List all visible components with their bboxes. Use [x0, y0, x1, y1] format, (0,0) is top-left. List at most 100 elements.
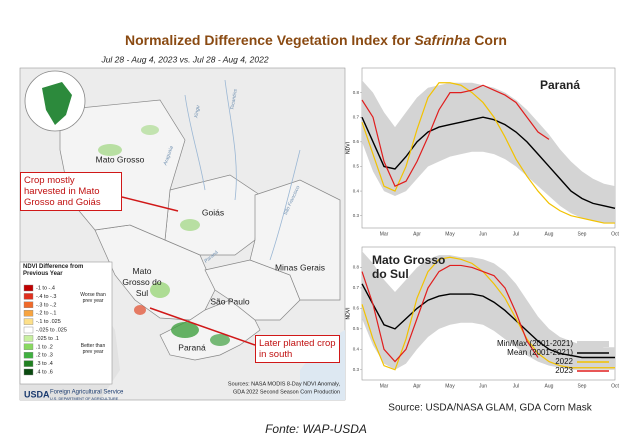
title-text: Normalized Difference Vegetation Index f…: [125, 32, 414, 48]
legend-swatch: [23, 368, 34, 376]
state-pr: [159, 299, 261, 361]
legend-swatch: [23, 360, 34, 367]
series-line: [361, 256, 615, 371]
x-tick-label: Oct: [611, 231, 619, 237]
chart-source: Source: USDA/NASA GLAM, GDA Corn Mask: [388, 403, 592, 414]
state-label: Goiás: [202, 207, 224, 217]
x-tick-label: Sep: [578, 231, 587, 237]
y-tick-label: 0.8: [353, 265, 360, 270]
legend-label: 2023: [555, 366, 573, 375]
y-tick-label: 0.7: [353, 285, 360, 290]
map-legend: -1 to -.4 -.4 to -.3 -.3 to -.2 -.2 to -.1 -…: [23, 284, 67, 376]
map-source: GDA 2022 Second Season Corn Production: [233, 389, 340, 395]
legend-label: -.025 to .025: [36, 327, 67, 333]
caption: Fonte: WAP-USDA: [265, 422, 367, 436]
legend-label: .025 to .1: [36, 336, 59, 342]
legend-label: .3 to .4: [36, 361, 53, 367]
x-tick-label: Jun: [479, 231, 487, 237]
series-line: [361, 116, 616, 209]
rivers: [184, 79, 301, 261]
state-label: Mato Grosso: [96, 154, 145, 164]
x-tick-label: Aug: [545, 231, 554, 237]
min-max-band: [362, 80, 615, 224]
legend-swatch: [23, 318, 34, 325]
legend-swatch: [23, 335, 34, 342]
y-tick-label: 0.4: [353, 188, 360, 193]
x-tick-label: Jul: [513, 383, 519, 389]
legend-label: .4 to .6: [36, 369, 53, 375]
y-tick-label: 0.6: [353, 139, 360, 144]
legend-label: -.1 to .025: [36, 319, 61, 325]
legend-label: 2022: [555, 357, 573, 366]
state-mg: [249, 179, 341, 301]
callout-arrow: [121, 196, 179, 212]
legend-label: .1 to .2: [36, 344, 53, 350]
y-tick-label: 0.5: [353, 164, 360, 169]
state-label: Mato Grosso do Sul: [122, 266, 162, 298]
logo-text: USDA: [24, 389, 50, 399]
series-line: [361, 264, 539, 363]
y-tick-label: 0.8: [353, 90, 360, 95]
legend-label: Mean (2001-2021): [507, 348, 573, 357]
crop-patches: [98, 125, 230, 346]
map-legend-box: [19, 261, 113, 385]
callout: Crop mostly harvested in Mato Grosso and…: [20, 172, 122, 211]
legend-swatch: [23, 352, 34, 359]
series-line: [361, 283, 615, 359]
legend-label: -.3 to -.2: [36, 302, 56, 308]
map: Mato Grosso Goiás Minas Gerais São Paulo…: [19, 67, 346, 401]
legend-label: Min/Max (2001-2021): [497, 339, 573, 348]
logo-text: U.S. DEPARTMENT OF AGRICULTURE: [50, 397, 119, 401]
legend-swatch: [23, 310, 34, 317]
logo-text: Foreign Agricultural Service: [50, 390, 124, 396]
legend-label: -.4 to -.3: [36, 294, 56, 300]
legend-label: -1 to -.4: [36, 285, 55, 291]
title-em: Safrinha: [414, 32, 470, 48]
chart-title: Paraná: [540, 78, 581, 92]
y-tick-label: 0.7: [353, 114, 360, 119]
series-line: [361, 82, 615, 224]
map-legend-title: NDVI Difference from Previous Year: [23, 264, 84, 277]
legend-label: -.2 to -.1: [36, 311, 56, 317]
x-tick-label: Sep: [578, 383, 587, 389]
y-tick-label: 0.4: [353, 346, 360, 351]
legend-swatch: [23, 284, 34, 292]
x-tick-label: May: [445, 231, 455, 237]
legend-swatch: [577, 341, 609, 347]
x-tick-label: Jun: [479, 383, 487, 389]
x-tick-label: Apr: [413, 383, 421, 389]
river-label: Tocantins: [229, 88, 239, 110]
x-tick-label: May: [445, 383, 455, 389]
map-legend-note: Worse than prev year: [80, 292, 106, 304]
x-tick-label: Aug: [545, 383, 554, 389]
map-subtitle: Jul 28 - Aug 4, 2023 vs. Jul 28 - Aug 4,…: [100, 54, 268, 64]
min-max-band: [362, 251, 615, 370]
state-label: São Paulo: [210, 296, 249, 306]
x-tick-label: Jul: [513, 231, 519, 237]
callout-arrow: [149, 307, 256, 346]
chart-title: Mato Grosso do Sul: [372, 253, 446, 281]
y-tick-label: 0.3: [353, 367, 360, 372]
x-tick-label: Oct: [611, 383, 619, 389]
callout: Later planted crop in south: [255, 335, 340, 363]
x-tick-label: Apr: [413, 231, 421, 237]
state-label: Paraná: [178, 342, 206, 352]
inset-brazil: [42, 82, 72, 125]
river-label: Xingu: [193, 105, 201, 120]
legend-swatch: [23, 343, 34, 350]
charts: NDVI 0.3 0.4 0.5 0.6 0.7 0.8 Mar Apr May Jun Jul Aug…: [345, 67, 619, 389]
x-tick-label: Mar: [380, 383, 389, 389]
state-label: Minas Gerais: [275, 262, 325, 272]
y-axis-label: NDVI: [345, 308, 351, 320]
title-end: Corn: [470, 32, 507, 48]
map-legend-note: Better than prev year: [80, 343, 106, 355]
legend-swatch: [23, 293, 34, 300]
y-axis-label: NDVI: [345, 142, 351, 154]
y-tick-label: 0.3: [353, 213, 360, 218]
legend-label: .2 to .3: [36, 353, 53, 359]
state-go: [164, 174, 261, 256]
y-tick-label: 0.6: [353, 306, 360, 311]
series-line: [361, 84, 550, 187]
